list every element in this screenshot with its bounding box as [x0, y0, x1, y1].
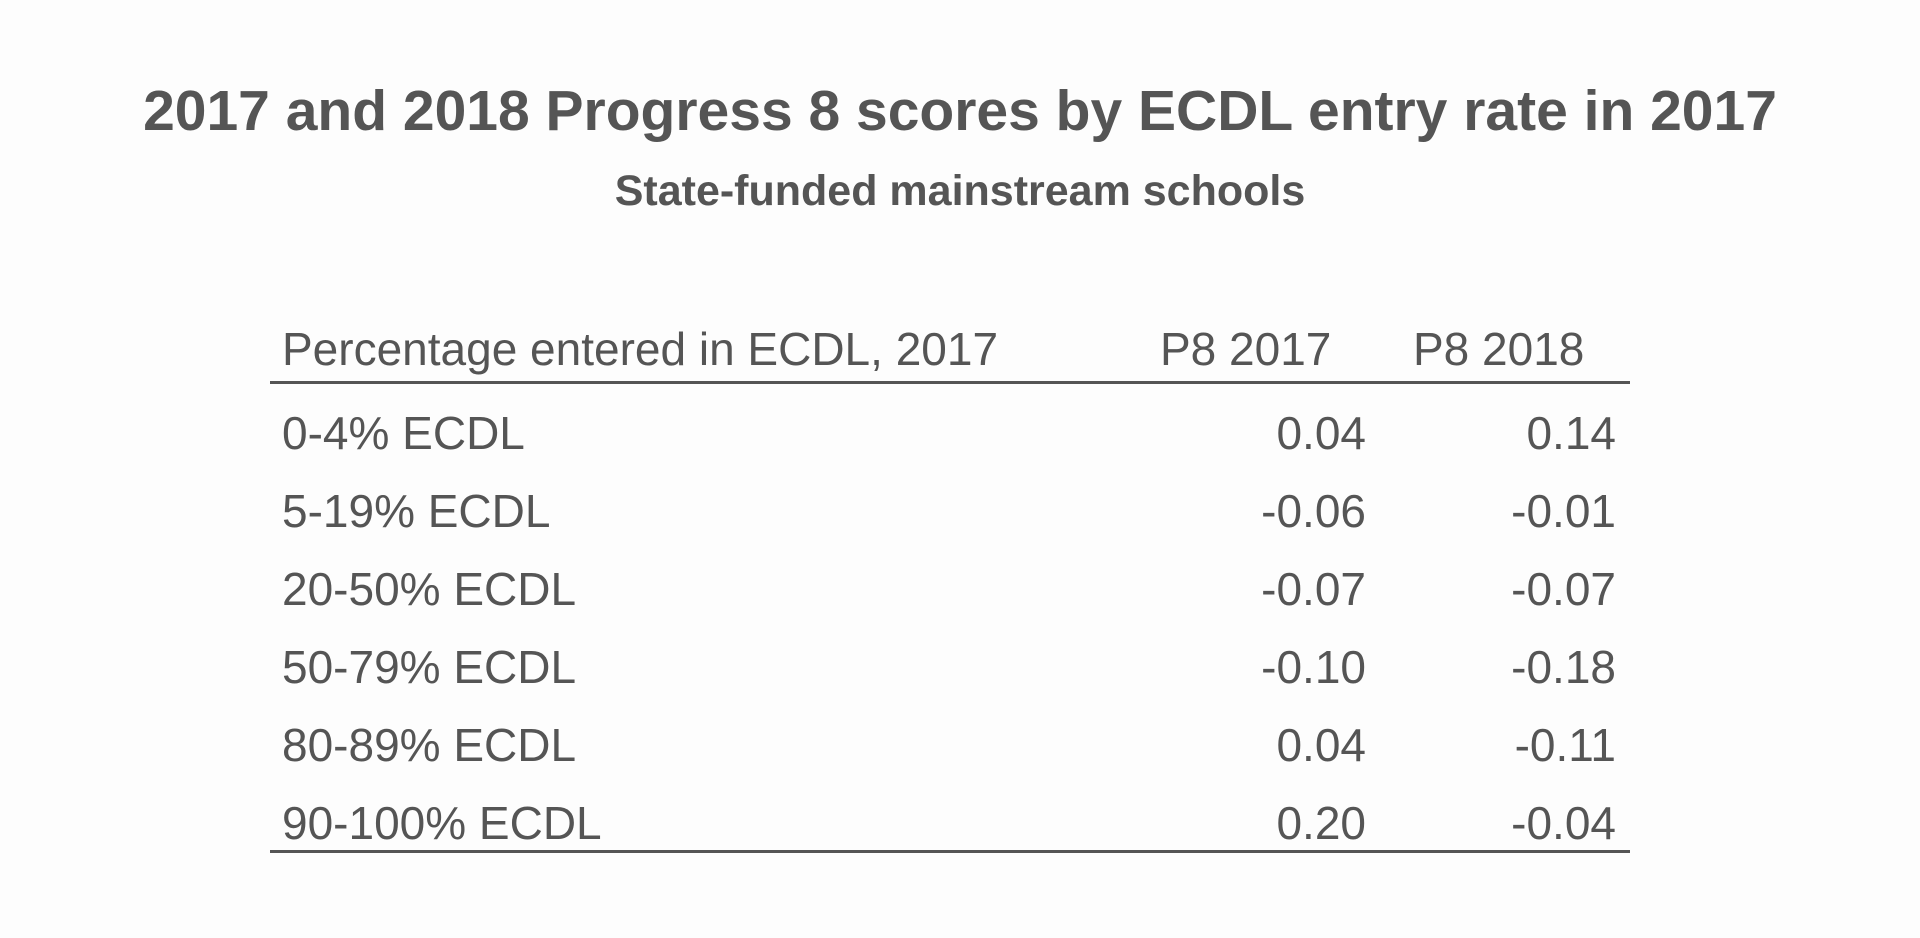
- table-header-row: Percentage entered in ECDL, 2017 P8 2017…: [270, 316, 1630, 382]
- table-row: 5-19% ECDL -0.06 -0.01: [270, 472, 1630, 550]
- footer-rule-divider: [270, 850, 1630, 853]
- p8-2018-value: -0.01: [1511, 485, 1616, 537]
- row-label: 90-100% ECDL: [282, 797, 602, 849]
- p8-2017-value: 0.20: [1276, 797, 1366, 849]
- table-row: 80-89% ECDL 0.04 -0.11: [270, 706, 1630, 784]
- p8-2018-value: -0.07: [1511, 563, 1616, 615]
- table-row: 20-50% ECDL -0.07 -0.07: [270, 550, 1630, 628]
- p8-2017-value: 0.04: [1276, 407, 1366, 459]
- table-subtitle: State-funded mainstream schools: [614, 167, 1306, 215]
- p8-2017-value: -0.07: [1261, 563, 1366, 615]
- column-header-ecdl-percentage: Percentage entered in ECDL, 2017: [282, 323, 999, 375]
- table-row: 0-4% ECDL 0.04 0.14: [270, 394, 1630, 472]
- p8-2018-value: -0.18: [1511, 641, 1616, 693]
- row-label: 80-89% ECDL: [282, 719, 577, 771]
- row-label: 0-4% ECDL: [282, 407, 525, 459]
- table-title: 2017 and 2018 Progress 8 scores by ECDL …: [143, 79, 1777, 143]
- progress8-table: Percentage entered in ECDL, 2017 P8 2017…: [270, 316, 1630, 853]
- row-label: 50-79% ECDL: [282, 641, 577, 693]
- table-row: 90-100% ECDL 0.20 -0.04: [270, 784, 1630, 862]
- p8-2018-value: -0.11: [1514, 719, 1616, 771]
- row-label: 5-19% ECDL: [282, 485, 551, 537]
- header-rule-divider: [270, 381, 1630, 384]
- p8-2017-value: 0.04: [1276, 719, 1366, 771]
- table-body: 0-4% ECDL 0.04 0.14 5-19% ECDL -0.06 -0.…: [270, 394, 1630, 862]
- p8-2017-value: -0.06: [1261, 485, 1366, 537]
- p8-2018-value: -0.04: [1511, 797, 1616, 849]
- table-row: 50-79% ECDL -0.10 -0.18: [270, 628, 1630, 706]
- column-header-p8-2018: P8 2018: [1413, 323, 1585, 375]
- row-label: 20-50% ECDL: [282, 563, 577, 615]
- column-header-p8-2017: P8 2017: [1160, 323, 1332, 375]
- p8-2017-value: -0.10: [1261, 641, 1366, 693]
- p8-2018-value: 0.14: [1526, 407, 1616, 459]
